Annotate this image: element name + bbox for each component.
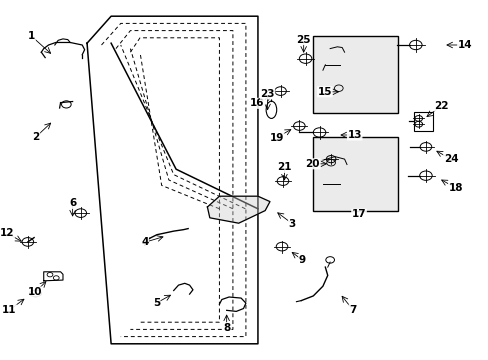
Text: 16: 16	[250, 98, 264, 108]
Text: 8: 8	[223, 323, 230, 333]
Text: 11: 11	[2, 305, 17, 315]
Text: 1: 1	[28, 31, 35, 41]
Text: 13: 13	[347, 130, 361, 140]
Text: 3: 3	[288, 219, 295, 229]
Text: 12: 12	[0, 228, 14, 238]
Text: 17: 17	[351, 209, 366, 219]
Text: 5: 5	[152, 298, 160, 308]
Polygon shape	[207, 196, 269, 223]
Text: 15: 15	[317, 87, 331, 97]
Text: 9: 9	[298, 255, 305, 265]
Bar	[413, 112, 432, 131]
Text: 22: 22	[433, 101, 447, 111]
Bar	[313, 137, 397, 211]
Text: 7: 7	[348, 305, 356, 315]
Text: 21: 21	[277, 162, 291, 172]
Text: 6: 6	[69, 198, 76, 208]
Text: 20: 20	[305, 159, 320, 169]
Bar	[313, 36, 397, 113]
Text: 25: 25	[296, 35, 310, 45]
Text: 19: 19	[269, 132, 284, 143]
Text: 14: 14	[457, 40, 471, 50]
Text: 4: 4	[141, 237, 148, 247]
Text: 18: 18	[447, 183, 462, 193]
Text: 23: 23	[260, 89, 274, 99]
Text: 10: 10	[28, 287, 43, 297]
Text: 2: 2	[32, 132, 40, 142]
Text: 24: 24	[443, 154, 457, 164]
